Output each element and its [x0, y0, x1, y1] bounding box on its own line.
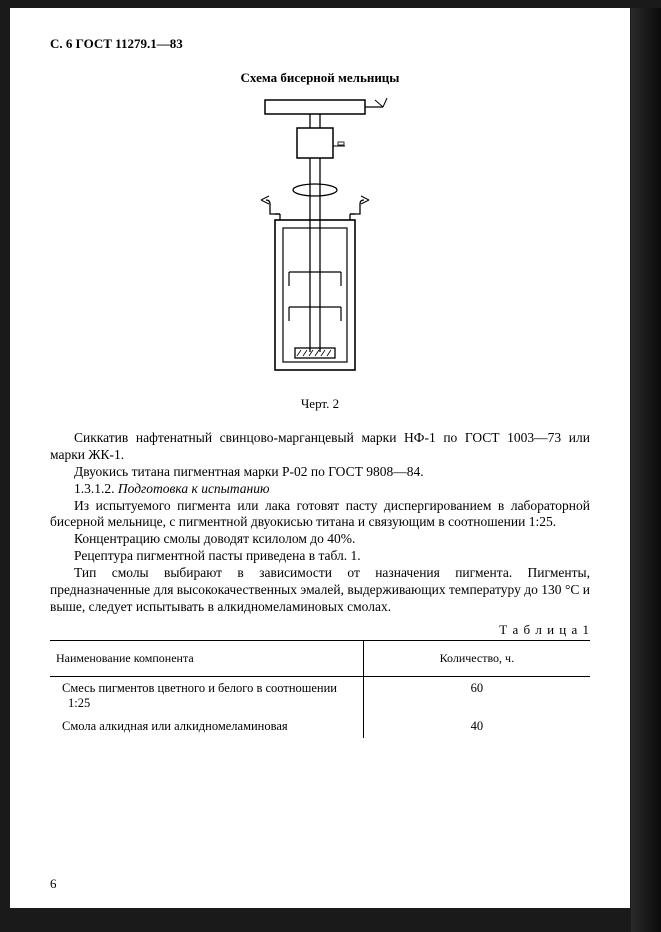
table-row: Смесь пигментов цветного и белого в соот…	[50, 676, 590, 715]
body-text-block: Сиккатив нафтенатный свинцово-марганцевы…	[50, 430, 590, 616]
paragraph-heading-1-3-1-2: 1.3.1.2. Подготовка к испытанию	[50, 481, 590, 498]
figure-caption: Схема бисерной мельницы	[50, 70, 590, 86]
paragraph-recipe-reference: Рецептура пигментной пасты приведена в т…	[50, 548, 590, 565]
page-header: С. 6 ГОСТ 11279.1—83	[50, 36, 590, 52]
components-table: Наименование компонента Количество, ч. С…	[50, 640, 590, 738]
page-number: 6	[50, 876, 57, 892]
document-page: С. 6 ГОСТ 11279.1—83 Схема бисерной мель…	[10, 8, 630, 908]
table-cell-qty: 40	[363, 715, 590, 738]
scan-shadow	[631, 8, 661, 932]
table-header-row: Наименование компонента Количество, ч.	[50, 640, 590, 676]
mill-schematic-svg	[225, 92, 415, 392]
paragraph-resin-type: Тип смолы выбирают в зависимости от назн…	[50, 565, 590, 616]
figure-number-label: Черт. 2	[50, 396, 590, 412]
table-cell-component: Смесь пигментов цветного и белого в соот…	[50, 676, 363, 715]
table-header-component-name: Наименование компонента	[50, 640, 363, 676]
paragraph-siccative: Сиккатив нафтенатный свинцово-марганцевы…	[50, 430, 590, 464]
table-cell-qty: 60	[363, 676, 590, 715]
paragraph-titanium-dioxide: Двуокись титана пигментная марки Р-02 по…	[50, 464, 590, 481]
table-number-label: Т а б л и ц а 1	[50, 622, 590, 638]
paragraph-resin-concentration: Концентрацию смолы доводят ксилолом до 4…	[50, 531, 590, 548]
table-cell-component: Смола алкидная или алкидномеламиновая	[50, 715, 363, 738]
table-row: Смола алкидная или алкидномеламиновая 40	[50, 715, 590, 738]
paragraph-paste-preparation: Из испытуемого пигмента или лака готовят…	[50, 498, 590, 532]
table-header-quantity: Количество, ч.	[363, 640, 590, 676]
figure-bead-mill-diagram	[50, 92, 590, 392]
